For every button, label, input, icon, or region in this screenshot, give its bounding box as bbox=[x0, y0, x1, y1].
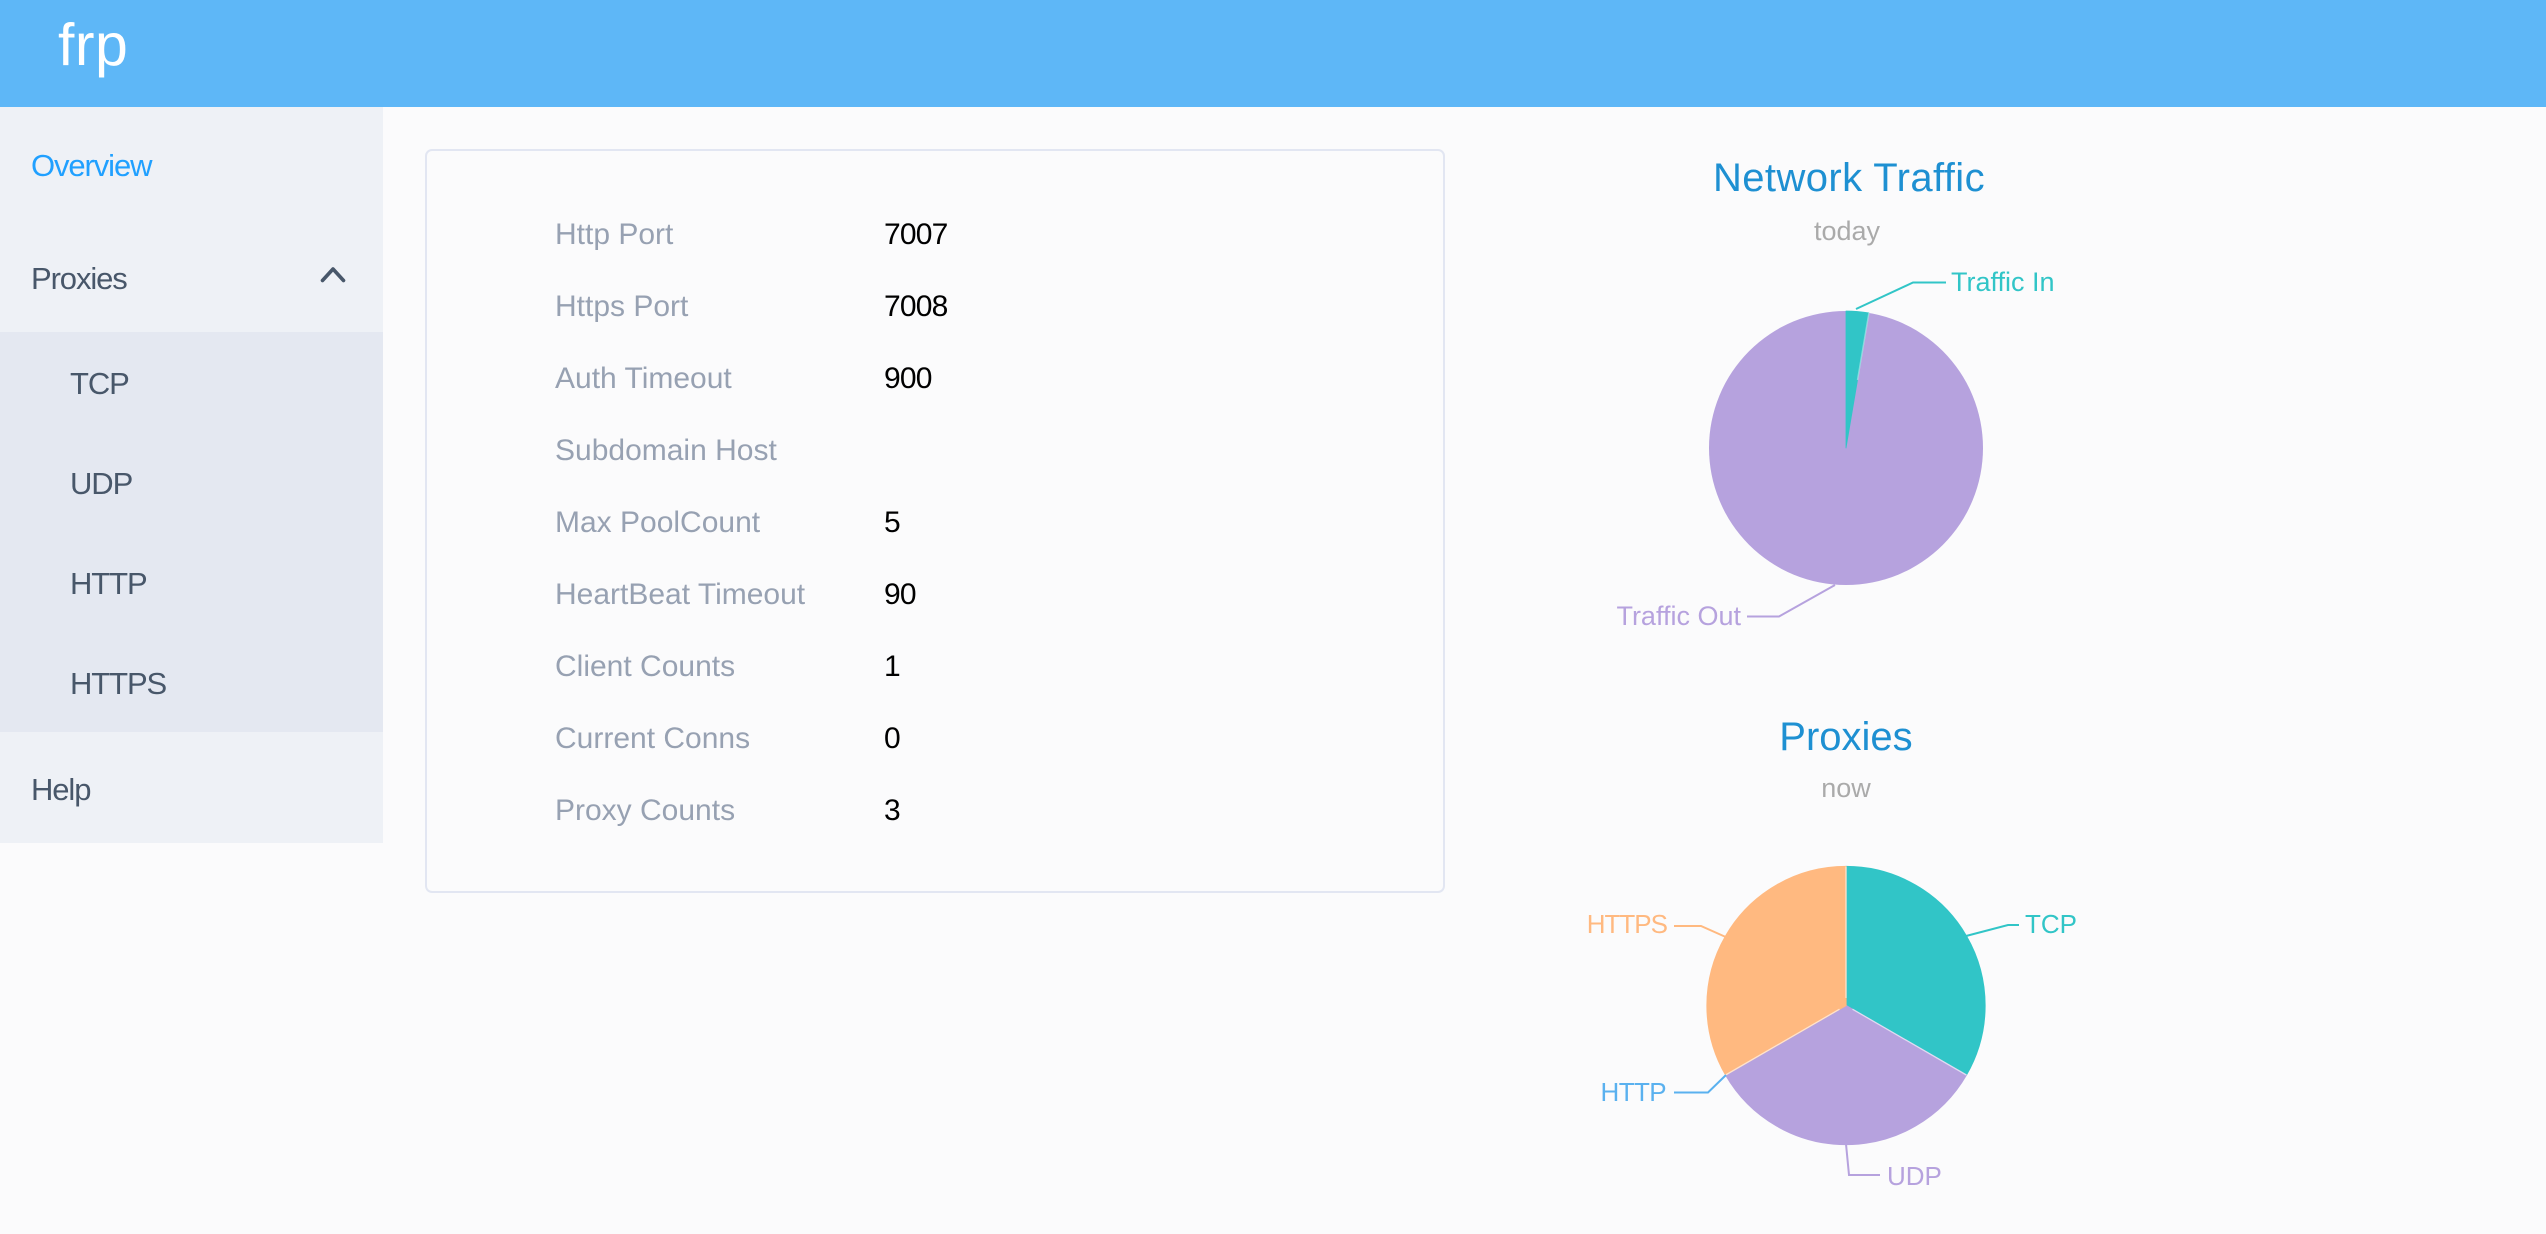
svg-text:Http Port: Http Port bbox=[555, 218, 674, 251]
svg-text:Current Conns: Current Conns bbox=[555, 722, 750, 755]
svg-text:Proxies: Proxies bbox=[1779, 715, 1912, 759]
svg-text:HeartBeat Timeout: HeartBeat Timeout bbox=[555, 578, 806, 611]
svg-text:Overview: Overview bbox=[31, 148, 153, 183]
svg-text:900: 900 bbox=[884, 362, 932, 395]
svg-text:HTTPS: HTTPS bbox=[70, 666, 167, 701]
svg-text:Network Traffic: Network Traffic bbox=[1713, 156, 1985, 200]
svg-text:now: now bbox=[1821, 773, 1871, 803]
svg-text:1: 1 bbox=[884, 650, 900, 683]
svg-text:Auth Timeout: Auth Timeout bbox=[555, 362, 732, 395]
svg-text:Traffic In: Traffic In bbox=[1951, 267, 2055, 297]
svg-text:90: 90 bbox=[884, 578, 916, 611]
svg-text:HTTP: HTTP bbox=[70, 566, 147, 601]
svg-text:7008: 7008 bbox=[884, 290, 948, 323]
svg-text:Traffic Out: Traffic Out bbox=[1616, 601, 1741, 631]
svg-text:Subdomain Host: Subdomain Host bbox=[555, 434, 777, 467]
svg-text:HTTP: HTTP bbox=[1601, 1077, 1666, 1107]
svg-text:Max PoolCount: Max PoolCount bbox=[555, 506, 761, 539]
svg-text:TCP: TCP bbox=[2025, 909, 2077, 939]
svg-text:UDP: UDP bbox=[1887, 1161, 1942, 1191]
svg-text:frp: frp bbox=[58, 12, 128, 78]
svg-text:Proxies: Proxies bbox=[31, 261, 127, 296]
svg-text:Help: Help bbox=[31, 772, 90, 807]
svg-text:7007: 7007 bbox=[884, 218, 948, 251]
svg-text:UDP: UDP bbox=[70, 466, 133, 501]
svg-text:Proxy Counts: Proxy Counts bbox=[555, 794, 735, 827]
svg-text:3: 3 bbox=[884, 794, 900, 827]
svg-text:Https Port: Https Port bbox=[555, 290, 689, 323]
svg-text:today: today bbox=[1814, 216, 1881, 246]
svg-text:HTTPS: HTTPS bbox=[1587, 909, 1668, 939]
svg-text:5: 5 bbox=[884, 506, 900, 539]
svg-text:Client Counts: Client Counts bbox=[555, 650, 735, 683]
svg-text:TCP: TCP bbox=[70, 366, 129, 401]
svg-text:0: 0 bbox=[884, 722, 900, 755]
